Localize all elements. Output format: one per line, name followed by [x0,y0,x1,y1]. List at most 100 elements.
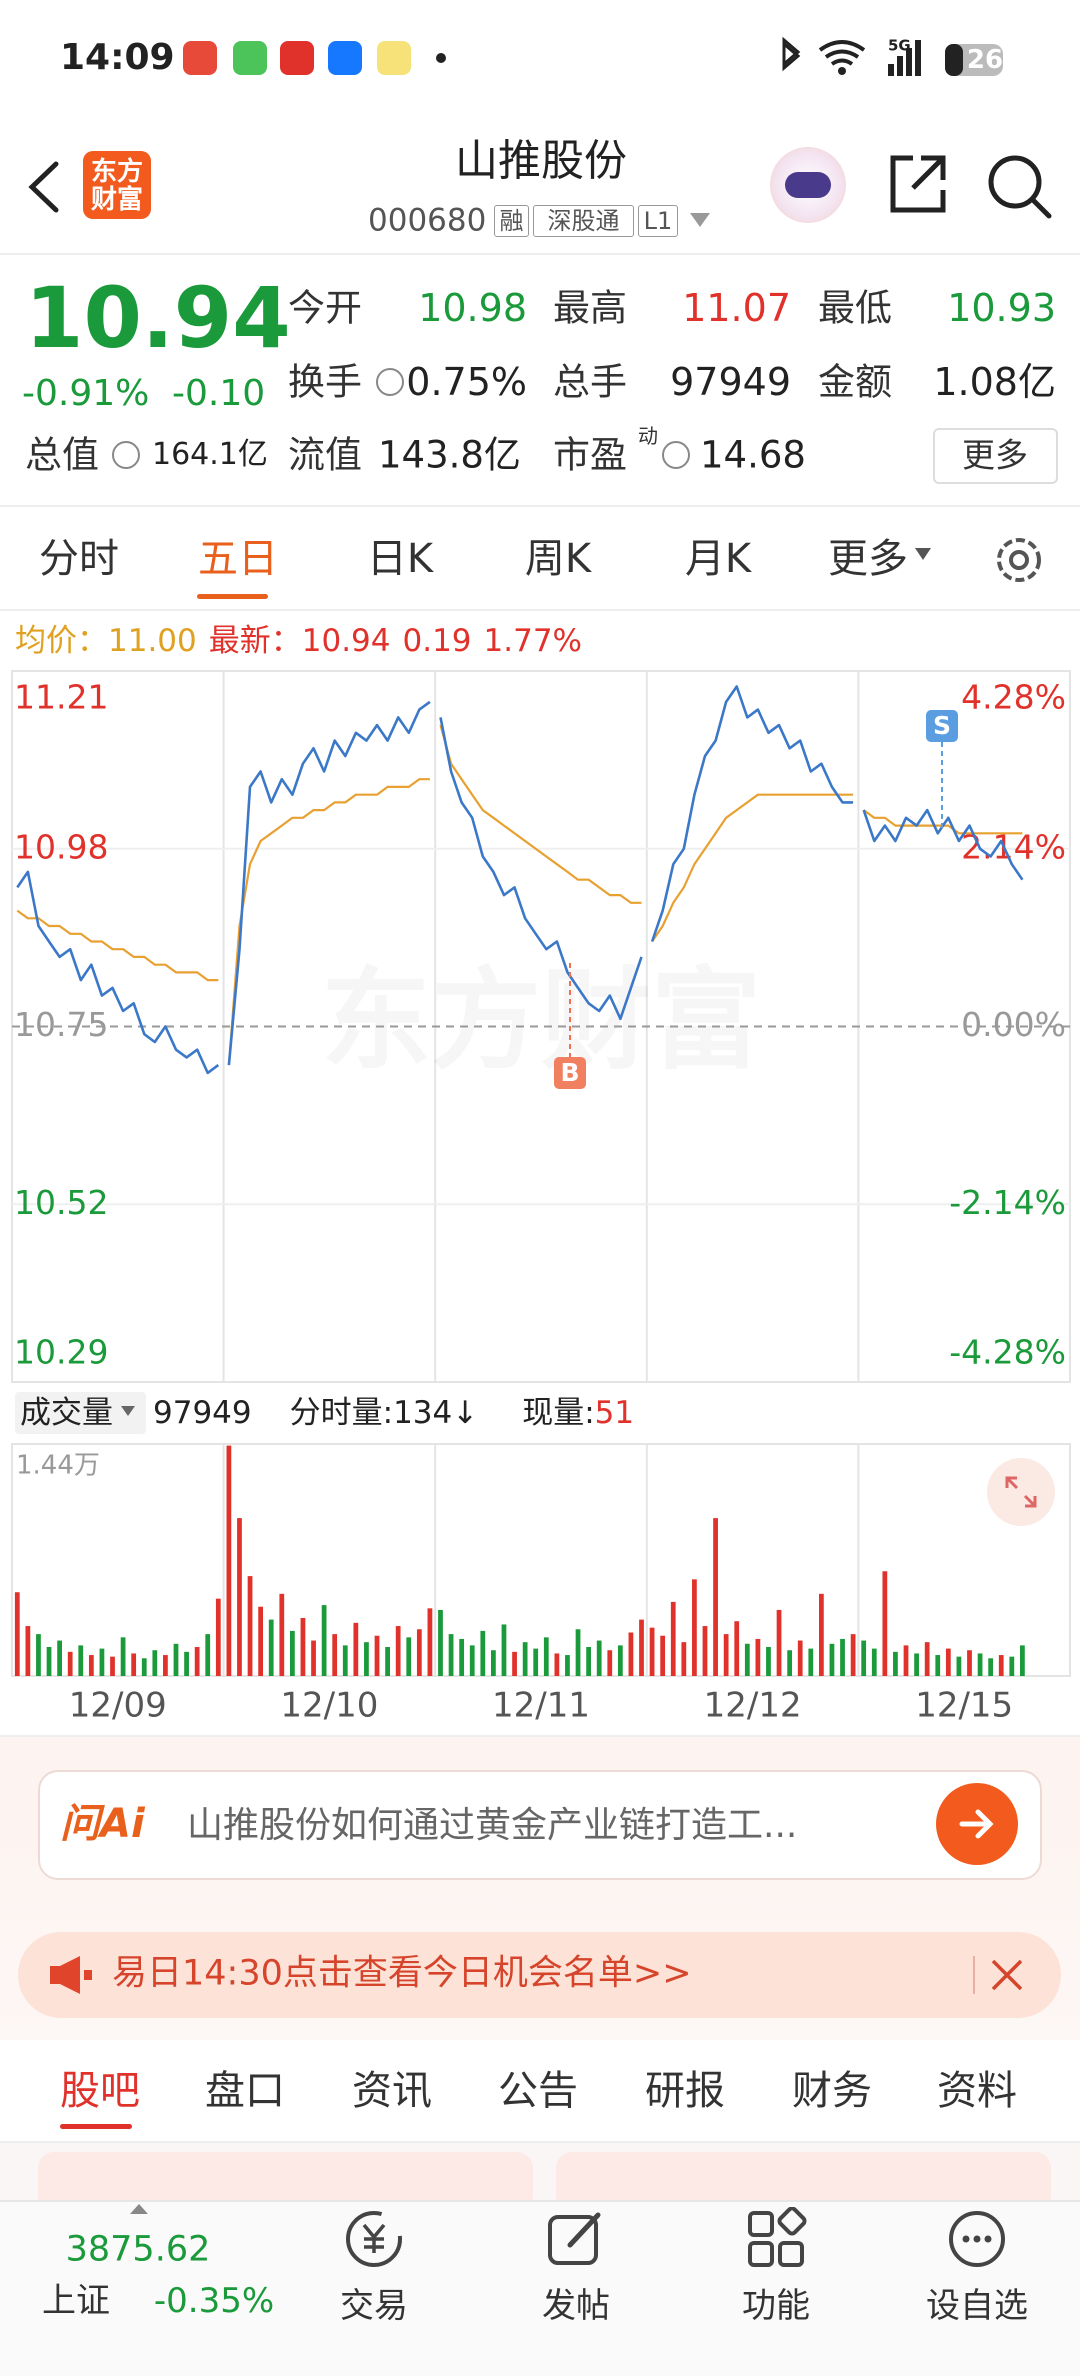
more-dropdown[interactable] [915,548,931,562]
watchlist-icon[interactable] [945,2207,1009,2271]
volume-bar [861,1640,867,1676]
y2-tick-label: 4.28% [961,678,1066,717]
volume-dropdown[interactable] [119,1406,141,1420]
index-value[interactable]: 3875.62 [65,2229,211,2270]
dropdown-triangle[interactable] [690,213,710,227]
volume-bar [57,1640,62,1676]
section-tab[interactable]: 研报 [645,2068,725,2114]
notice-text[interactable]: 易日14:30点击查看今日机会名单>> [112,1953,692,1994]
index-change[interactable]: -0.35% [153,2281,275,2321]
volume-bar [427,1608,433,1676]
volume-bar [596,1640,602,1676]
nav-label[interactable]: 交易 [340,2286,408,2326]
volume-bar [787,1650,793,1676]
notice-divider [973,1956,975,1994]
period-tab[interactable]: 分时 [39,536,119,582]
search-glyph[interactable] [988,155,1042,209]
index-name[interactable]: 上证 [42,2281,110,2321]
period-tab[interactable]: 五日 [198,536,278,582]
search-icon[interactable] [985,152,1055,222]
signal-label: 5G [888,36,911,55]
close-icon[interactable] [990,1958,1024,1992]
y2-tick-label: 2.14% [961,827,1066,866]
y2-tick-label: -2.14% [949,1183,1066,1222]
section-tab[interactable]: 资讯 [352,2068,432,2114]
info-icon[interactable] [112,441,140,469]
function-cell[interactable] [778,2241,804,2267]
ai-prompt[interactable]: 山推股份如何通过黄金产业链打造工... [187,1805,798,1846]
nav-label[interactable]: 设自选 [926,2286,1028,2326]
info-icon[interactable] [376,368,404,396]
watermark: 东方财富 [321,956,761,1084]
period-tab[interactable]: 周K [524,536,592,582]
watchlist-dot[interactable] [962,2235,970,2243]
volume-selector[interactable] [15,1392,146,1434]
logo[interactable] [83,151,151,219]
post-pen[interactable] [567,2212,601,2248]
logo-text[interactable]: 财富 [90,185,144,215]
expand-icon[interactable] [1003,1474,1039,1510]
quote-value: 10.93 [947,286,1056,330]
code-dropdown[interactable] [690,213,710,229]
section-tab[interactable]: 资料 [937,2068,1017,2114]
section-tab[interactable]: 盘口 [205,2068,285,2114]
section-tab[interactable]: 财务 [792,2068,872,2114]
function-icon[interactable] [744,2207,808,2271]
period-tab[interactable]: 日K [366,536,434,582]
dropdown-triangle[interactable] [121,1406,135,1416]
volume-bar [670,1601,676,1676]
assistant-visor[interactable] [785,172,831,198]
gear-teeth[interactable] [997,538,1041,582]
more-button-label[interactable]: 更多 [962,435,1028,475]
price-line [227,700,431,1066]
watchlist-ring[interactable] [949,2211,1005,2267]
watchlist-dot[interactable] [973,2235,981,2243]
post-box[interactable] [548,2215,598,2265]
signal-bar [888,64,894,76]
section-tab[interactable]: 公告 [498,2068,578,2114]
dropdown-triangle[interactable] [915,548,931,560]
back-icon[interactable] [20,160,70,214]
nav-label[interactable]: 发帖 [542,2286,610,2326]
ai-box[interactable] [38,1770,1042,1880]
post-icon[interactable] [544,2207,608,2271]
notice-bar[interactable] [18,1932,1061,2018]
info-icon[interactable] [662,441,690,469]
share-glyph[interactable] [890,155,946,213]
volume-bar [829,1643,835,1676]
section-tab[interactable]: 股吧 [60,2068,140,2114]
expand-glyph[interactable] [1005,1476,1037,1508]
logo-text[interactable]: 东方 [90,157,144,187]
period-tab[interactable]: 更多 [828,536,908,582]
arrow-icon[interactable] [956,1803,998,1845]
function-cell[interactable] [777,2207,807,2236]
share-icon[interactable] [885,152,951,218]
volume-bar [311,1640,316,1676]
change-percent: -0.91% [22,373,150,414]
quote-label: 流值 [288,433,362,477]
more-button[interactable] [933,428,1058,484]
volume-tick-label: 1.44万 [16,1451,100,1481]
watchlist-dot[interactable] [984,2235,992,2243]
volume-bar [956,1656,962,1676]
yuan-glyph[interactable] [362,2223,386,2253]
settings-icon[interactable] [992,533,1046,587]
volume-bar [543,1637,549,1676]
trade-icon[interactable] [342,2207,406,2271]
divider [0,505,1080,507]
trade-ring[interactable] [346,2211,402,2267]
gear-center[interactable] [1009,550,1029,570]
close-glyph[interactable] [991,1959,1023,1991]
arrow-glyph[interactable] [959,1809,994,1839]
search-handle[interactable] [1030,197,1052,219]
function-cell[interactable] [748,2241,774,2267]
dot [436,53,446,63]
period-tab[interactable]: 月K [684,536,752,582]
volume-bar [99,1648,105,1676]
volume-label[interactable]: 成交量 [20,1394,113,1431]
nav-label[interactable]: 功能 [742,2286,810,2326]
app-icon [280,41,314,75]
function-cell[interactable] [748,2211,774,2237]
volume-bar [882,1571,888,1676]
back-arrow[interactable] [28,161,59,213]
